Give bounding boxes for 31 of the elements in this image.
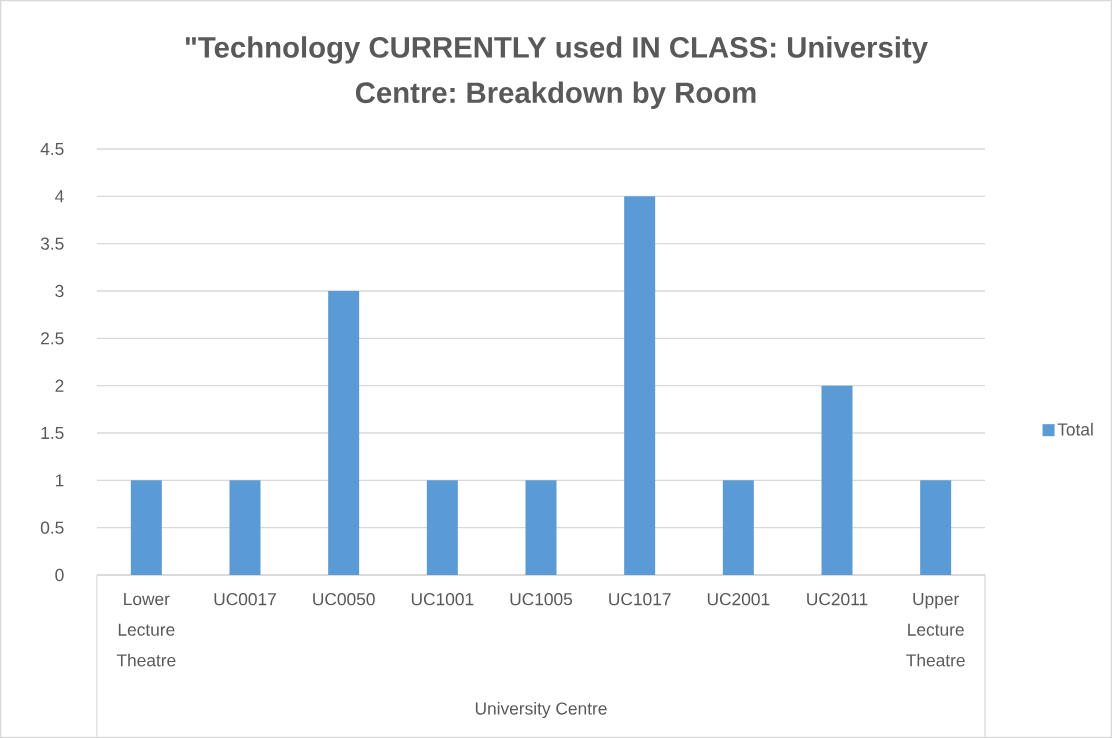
x-tick-label: UC1001 [411, 593, 474, 606]
bar [821, 385, 853, 575]
y-tick-label: 1.5 [41, 426, 64, 440]
bar [525, 480, 557, 575]
x-axis-title: University Centre [475, 701, 607, 719]
y-tick-label: 3 [55, 284, 64, 298]
bar [920, 480, 952, 575]
bar [722, 480, 754, 575]
x-tick-label: UC0050 [313, 593, 375, 606]
x-tick-label: UC2011 [807, 593, 868, 606]
x-tick-label: UC0017 [214, 593, 276, 606]
legend-label: Total [1057, 422, 1093, 436]
x-tick-label: Upper Lecture Theatre [906, 593, 965, 667]
y-tick-label: 4.5 [40, 142, 64, 156]
y-tick-label: 2 [55, 379, 64, 392]
bar [624, 196, 656, 575]
y-tick-label: 0.5 [40, 521, 64, 534]
bar [328, 291, 360, 575]
bar [426, 480, 458, 575]
bar [229, 480, 261, 575]
x-tick-label: UC1017 [609, 593, 671, 606]
y-tick-label: 0 [55, 568, 64, 582]
y-tick-label: 3.5 [40, 237, 64, 250]
y-tick-label: 4 [55, 190, 64, 203]
bar [130, 480, 162, 575]
y-tick-label: 1 [55, 474, 64, 487]
y-tick-label: 2.5 [41, 332, 64, 345]
chart-title: "Technology CURRENTLY used IN CLASS: University Centre: Breakdown by Room [185, 36, 928, 109]
x-tick-label: Lower Lecture Theatre [116, 593, 176, 667]
x-tick-label: UC1005 [510, 593, 573, 606]
x-tick-label: UC2001 [707, 593, 770, 606]
